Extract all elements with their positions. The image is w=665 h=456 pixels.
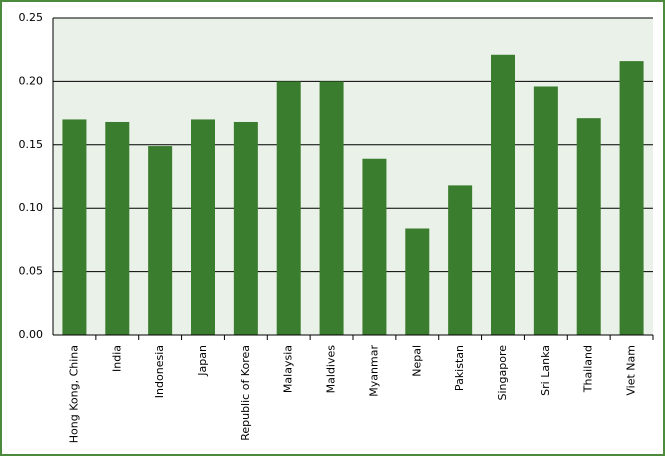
bar xyxy=(491,54,515,335)
x-tick-label: Indonesia xyxy=(153,345,166,398)
x-tick-label: India xyxy=(110,345,123,372)
bar xyxy=(319,81,344,336)
y-tick-label: 0.25 xyxy=(19,11,44,24)
y-tick-label: 0.20 xyxy=(19,74,44,87)
y-tick-label: 0.05 xyxy=(19,265,44,278)
bar xyxy=(533,86,558,335)
y-tick-label: 0.00 xyxy=(19,328,44,341)
x-tick-label: Hong Kong, China xyxy=(67,345,80,443)
bar xyxy=(576,118,601,335)
x-tick-label: Sri Lanka xyxy=(539,345,552,396)
x-tick-label: Viet Nam xyxy=(625,345,638,396)
bar xyxy=(105,121,130,335)
x-tick-label: Pakistan xyxy=(453,345,466,391)
bar xyxy=(62,119,87,335)
bar xyxy=(405,228,430,335)
x-tick-label: Nepal xyxy=(410,345,423,377)
x-tick-label: Japan xyxy=(196,345,209,377)
y-tick-label: 0.10 xyxy=(19,201,44,214)
x-tick-label: Myanmar xyxy=(367,345,380,397)
bar xyxy=(276,81,301,336)
x-tick-label: Malaysia xyxy=(282,345,295,393)
plot-area xyxy=(53,18,653,335)
x-tick-label: Republic of Korea xyxy=(239,345,252,441)
x-tick-label: Thailand xyxy=(582,345,595,393)
bar xyxy=(233,121,258,335)
bar xyxy=(619,61,644,335)
bar xyxy=(362,158,387,335)
y-tick-label: 0.15 xyxy=(19,138,44,151)
x-tick-label: Singapore xyxy=(496,345,509,401)
x-tick-label: Maldives xyxy=(325,345,338,394)
bar xyxy=(148,146,173,335)
bar xyxy=(191,119,215,335)
bar xyxy=(448,185,473,335)
